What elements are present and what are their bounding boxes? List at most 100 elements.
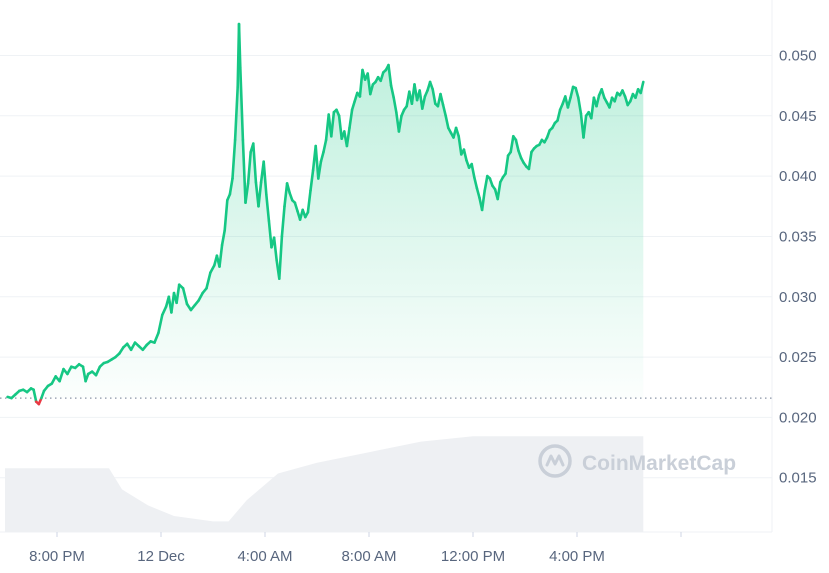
price-line-segment [272, 236, 279, 262]
price-line-segment [439, 92, 445, 107]
x-tick-label-3: 8:00 AM [341, 548, 396, 565]
price-line-segment [241, 138, 247, 204]
price-line-segment [345, 126, 351, 148]
price-line-segment [129, 341, 137, 352]
price-line-segment [237, 22, 242, 69]
price-line-segment [246, 150, 252, 185]
price-line-segment [218, 243, 224, 268]
price-line-segment [337, 114, 344, 140]
price-line-segment [316, 160, 323, 180]
y-tick-label-0.040: 0.040 [779, 168, 817, 185]
price-line-segment [239, 66, 245, 142]
price-line-segment [454, 126, 461, 138]
price-line-segment [264, 192, 271, 223]
price-line-segment [387, 63, 393, 87]
price-line-segment [348, 108, 354, 130]
price-line-segment [462, 148, 468, 162]
price-line-segment [280, 205, 286, 238]
x-tick-label-4: 12:00 PM [441, 548, 505, 565]
price-line-segment [595, 94, 601, 108]
price-line-segment [470, 162, 476, 179]
y-tick-label-0.045: 0.045 [779, 108, 817, 125]
y-tick-label-0.035: 0.035 [779, 228, 817, 245]
price-line-segment [205, 271, 212, 290]
price-line-segment [556, 108, 562, 122]
coinmarketcap-logo-icon [538, 444, 572, 478]
price-line-segment [527, 150, 533, 171]
price-line-segment [161, 305, 168, 317]
price-line-segment [431, 88, 437, 105]
price-line-segment [444, 114, 450, 130]
price-line-segment [267, 219, 273, 249]
price-line-segment [153, 331, 160, 344]
price-line-segment [58, 367, 65, 383]
price-line-segment [329, 110, 336, 138]
price-line-segment [252, 142, 258, 184]
price-line-segment [283, 182, 289, 208]
price-line-segment [231, 138, 237, 180]
x-tick-label-2: 4:00 AM [237, 548, 292, 565]
price-line-segment [483, 174, 489, 192]
price-area-shape [7, 24, 644, 405]
volume-area-shape [5, 436, 644, 532]
price-line-segment [472, 176, 479, 190]
price-line-segment [566, 96, 572, 109]
price-line-segment [509, 135, 515, 154]
price-line-segment [293, 201, 299, 213]
price-line-segment [32, 388, 38, 404]
price-line-segment [368, 83, 375, 96]
price-line-segment [613, 91, 619, 103]
price-line-segment [358, 68, 364, 98]
price-line-segment [209, 264, 216, 274]
y-tick-label-0.025: 0.025 [779, 349, 817, 366]
price-line-segment [379, 71, 385, 83]
volume-area [5, 436, 644, 532]
price-line-segment [441, 103, 448, 118]
price-line-segment [257, 180, 263, 208]
price-line-segment [244, 182, 250, 204]
price-line-segment [480, 189, 487, 212]
price-line-segment [285, 182, 292, 195]
price-line-segment [223, 199, 229, 232]
price-area-fill [7, 24, 644, 405]
coinmarketcap-watermark: CoinMarketCap [538, 444, 736, 478]
price-line-segment [514, 138, 520, 153]
price-line-segment [228, 177, 234, 196]
y-tick-label-0.015: 0.015 [779, 470, 817, 487]
price-line-segment [181, 286, 189, 306]
y-tick-label-0.020: 0.020 [779, 409, 817, 426]
price-line-segment [574, 86, 580, 99]
price-line-segment [504, 154, 510, 175]
price-line-segment [175, 283, 181, 305]
price-line-segment [322, 138, 328, 154]
price-line-segment [569, 85, 575, 99]
price-line-segment [157, 313, 164, 335]
price-line-segment [496, 180, 502, 201]
price-line-segment [589, 96, 596, 120]
price-line-segment [397, 114, 403, 133]
price-line-segment [220, 229, 226, 247]
price-line-segment [576, 96, 583, 115]
price-line-segment [366, 72, 372, 96]
x-axis: 8:00 PM 12 Dec 4:00 AM 8:00 AM 12:00 PM 4:00 … [29, 548, 605, 565]
price-line-segment [262, 160, 268, 196]
price-line-segment [475, 186, 481, 200]
y-tick-label-0.050: 0.050 [779, 47, 817, 64]
price-line-segment [639, 80, 645, 95]
watermark-text: CoinMarketCap [582, 452, 736, 475]
price-line-segment [66, 365, 73, 376]
x-tick-label-5: 4:00 PM [549, 548, 605, 565]
price-line-segment [319, 150, 325, 163]
price-line-segment [420, 95, 427, 110]
price-line-segment [197, 291, 204, 302]
x-tick-label-1: 12 Dec [137, 548, 185, 565]
price-line-segment [233, 85, 239, 142]
price-line-segment [392, 96, 398, 114]
price-line-segment [457, 135, 463, 156]
price-line-segment [309, 168, 315, 192]
price-line-segment [350, 100, 357, 112]
y-axis: 0.015 0.020 0.025 0.030 0.035 0.040 0.045 0.050 [779, 47, 817, 486]
price-line-segment [600, 88, 606, 99]
